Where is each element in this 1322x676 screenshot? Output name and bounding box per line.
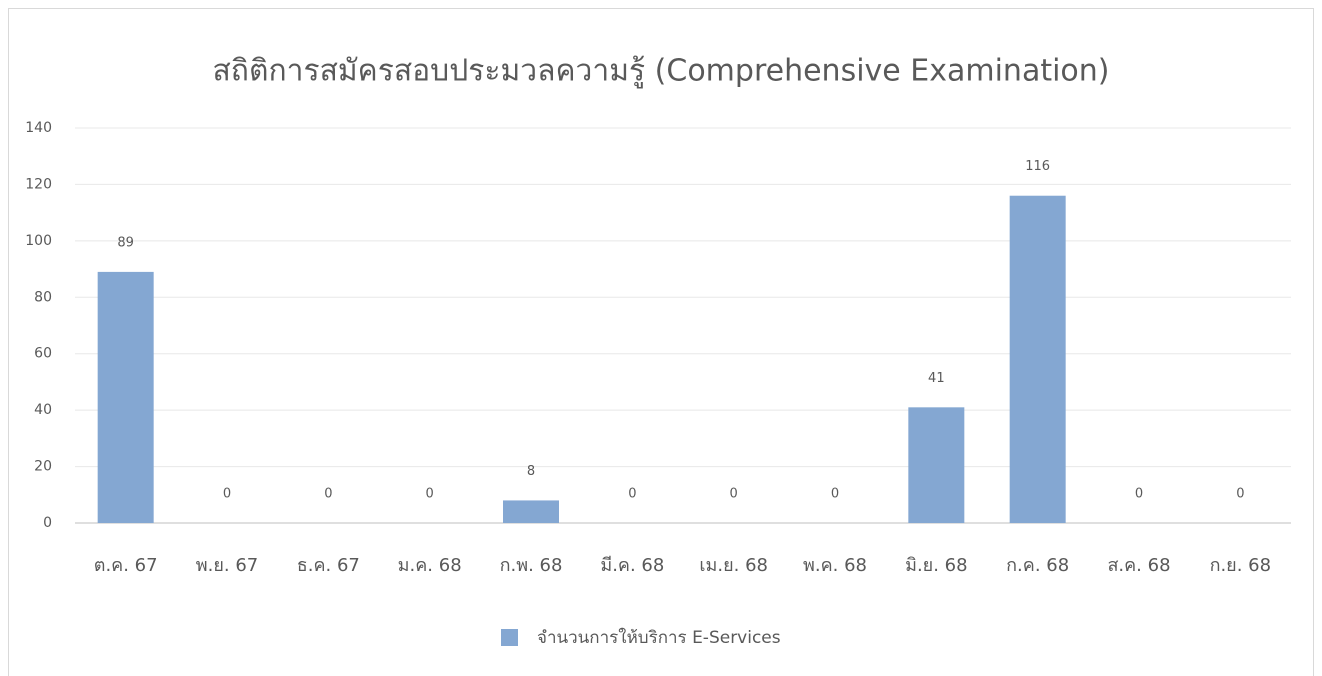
data-label: 0 bbox=[730, 487, 738, 502]
x-tick-label: ต.ค. 67 bbox=[94, 555, 158, 576]
data-label: 0 bbox=[1236, 487, 1244, 502]
legend-swatch bbox=[501, 629, 518, 646]
x-tick-label: เม.ย. 68 bbox=[699, 555, 768, 576]
bar bbox=[908, 407, 965, 523]
bar bbox=[1009, 195, 1066, 523]
x-tick-label: พ.ค. 68 bbox=[803, 555, 867, 576]
data-label: 0 bbox=[426, 487, 434, 502]
data-label: 41 bbox=[928, 371, 945, 386]
data-label: 116 bbox=[1025, 159, 1050, 174]
bar bbox=[503, 500, 559, 523]
x-tick-label: ธ.ค. 67 bbox=[297, 555, 360, 576]
y-tick-label: 20 bbox=[34, 459, 52, 475]
chart-title: สถิติการสมัครสอบประมวลความรู้ (Comprehen… bbox=[213, 54, 1110, 89]
x-tick-label: ม.ค. 68 bbox=[398, 555, 462, 576]
y-tick-label: 120 bbox=[25, 176, 52, 192]
bar bbox=[97, 271, 154, 523]
data-label: 8 bbox=[527, 464, 535, 479]
data-label: 0 bbox=[628, 487, 636, 502]
x-tick-label: ก.ย. 68 bbox=[1210, 555, 1272, 576]
data-label: 0 bbox=[1135, 487, 1143, 502]
x-tick-label: มี.ค. 68 bbox=[600, 555, 664, 576]
x-tick-label: พ.ย. 67 bbox=[196, 555, 258, 576]
data-label: 0 bbox=[223, 487, 231, 502]
data-label: 0 bbox=[831, 487, 839, 502]
y-tick-label: 40 bbox=[34, 402, 52, 418]
chart-frame bbox=[8, 8, 1314, 676]
y-tick-label: 0 bbox=[43, 515, 52, 531]
data-label: 0 bbox=[324, 487, 332, 502]
legend-label: จำนวนการให้บริการ E-Services bbox=[537, 627, 781, 648]
y-tick-label: 100 bbox=[25, 233, 52, 249]
y-tick-label: 140 bbox=[25, 120, 52, 136]
x-tick-label: ก.พ. 68 bbox=[500, 555, 563, 576]
x-tick-label: ก.ค. 68 bbox=[1006, 555, 1069, 576]
y-tick-label: 80 bbox=[34, 289, 52, 305]
x-tick-label: มิ.ย. 68 bbox=[905, 555, 967, 576]
data-label: 89 bbox=[117, 235, 134, 250]
x-tick-label: ส.ค. 68 bbox=[1107, 555, 1170, 576]
y-tick-label: 60 bbox=[34, 346, 52, 362]
